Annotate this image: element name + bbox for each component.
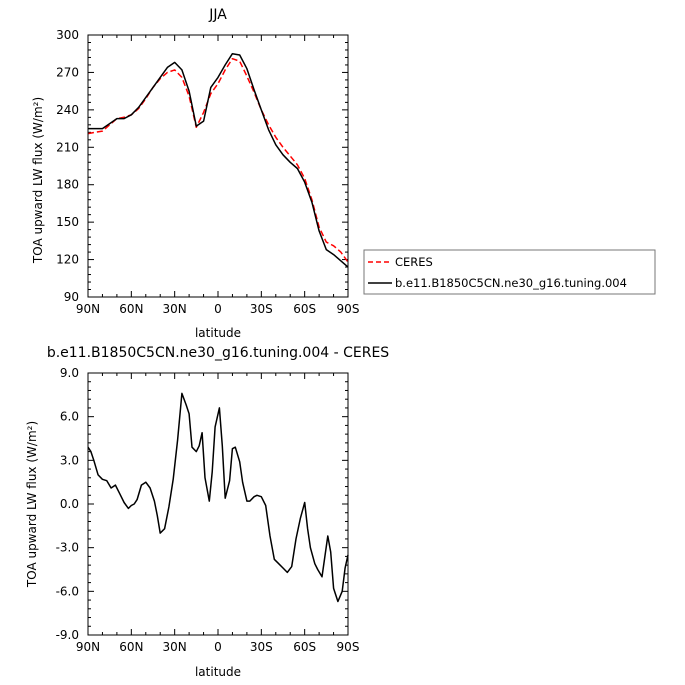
bottom-x-tick-label: 30S <box>250 640 273 654</box>
top-ticks: 90N 60N 30N 0 30S 60S 90S 90 120 150 180 210 240 270 3… <box>56 28 359 316</box>
top-x-tick-label: 90N <box>76 302 100 316</box>
top-x-tick-label: 0 <box>214 302 222 316</box>
bottom-y-tick-label: 3.0 <box>60 453 79 467</box>
bottom-x-axis-label: latitude <box>195 665 241 679</box>
bottom-y-tick-label: 9.0 <box>60 366 79 380</box>
top-y-tick-label: 150 <box>56 215 79 229</box>
bottom-y-tick-label: -6.0 <box>56 584 79 598</box>
bottom-y-tick-label: 0.0 <box>60 497 79 511</box>
top-x-tick-label: 30N <box>163 302 187 316</box>
bottom-x-tick-label: 90N <box>76 640 100 654</box>
top-y-tick-label: 90 <box>64 290 79 304</box>
legend-label-ceres: CERES <box>395 255 433 269</box>
bottom-y-tick-label: 6.0 <box>60 410 79 424</box>
bottom-x-tick-label: 30N <box>163 640 187 654</box>
legend: CERES b.e11.B1850C5CN.ne30_g16.tuning.00… <box>363 249 656 295</box>
bottom-series-group <box>87 392 349 603</box>
bottom-plot-frame <box>87 372 349 636</box>
bottom-x-tick-label: 90S <box>337 640 360 654</box>
top-x-tick-label: 60N <box>119 302 143 316</box>
bottom-panel: b.e11.B1850C5CN.ne30_g16.tuning.004 - CE… <box>25 345 389 679</box>
top-x-tick-label: 90S <box>337 302 360 316</box>
legend-box <box>363 249 656 295</box>
bottom-y-tick-label: -9.0 <box>56 628 79 642</box>
top-series-line-model <box>88 52 349 268</box>
legend-label-model: b.e11.B1850C5CN.ne30_g16.tuning.004 <box>395 276 627 290</box>
top-plot-frame <box>87 34 349 298</box>
top-y-tick-label: 120 <box>56 253 79 267</box>
bottom-y-tick-label: -3.0 <box>56 541 79 555</box>
top-x-tick-label: 30S <box>250 302 273 316</box>
top-y-axis-label: TOA upward LW flux (W/m²) <box>31 97 45 264</box>
bottom-x-tick-label: 60S <box>293 640 316 654</box>
bottom-series-line-model <box>87 392 349 603</box>
top-y-tick-label: 210 <box>56 140 79 154</box>
top-x-axis-label: latitude <box>195 326 241 340</box>
bottom-ticks: 90N 60N 30N 0 30S 60S 90S -9.0 -6.0 -3.0 0.0 3.0 6.0… <box>56 366 360 654</box>
top-series-group <box>87 52 349 268</box>
top-y-tick-label: 270 <box>56 65 79 79</box>
bottom-x-tick-label: 60N <box>119 640 143 654</box>
bottom-x-tick-label: 0 <box>214 640 222 654</box>
top-x-tick-label: 60S <box>293 302 316 316</box>
bottom-title: b.e11.B1850C5CN.ne30_g16.tuning.004 - CE… <box>47 345 389 361</box>
top-y-tick-label: 300 <box>56 28 79 42</box>
top-title: JJA <box>208 7 227 23</box>
top-y-tick-label: 240 <box>56 103 79 117</box>
top-y-tick-label: 180 <box>56 178 79 192</box>
bottom-y-axis-label: TOA upward LW flux (W/m²) <box>25 421 39 588</box>
top-series-line-ceres <box>87 57 349 263</box>
top-panel: JJA TOA upward LW flux (W/m²) latitude 9… <box>31 7 359 340</box>
